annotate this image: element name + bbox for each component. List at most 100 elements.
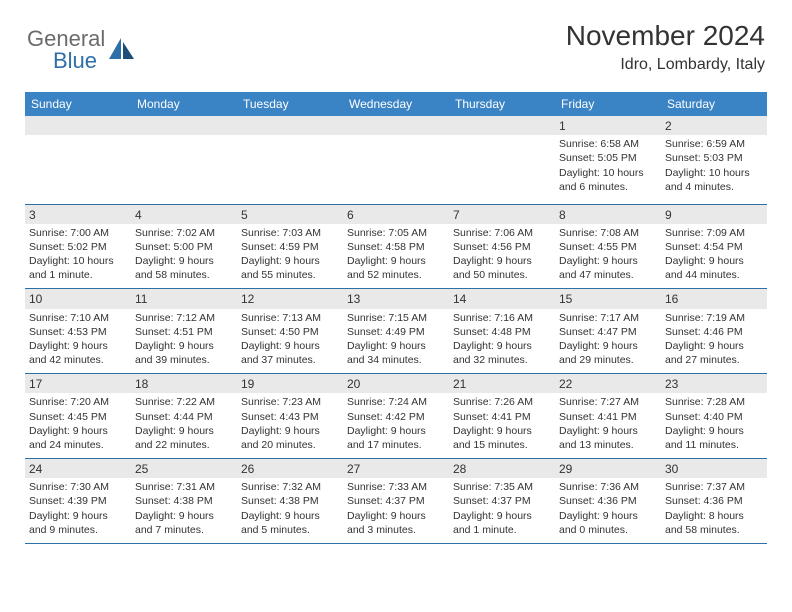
day-info-line: Daylight: 9 hours and 0 minutes. (559, 509, 657, 537)
day-info-line: Daylight: 9 hours and 15 minutes. (453, 424, 551, 452)
day-info-line: Sunrise: 6:58 AM (559, 137, 657, 151)
calendar-day: 29Sunrise: 7:36 AMSunset: 4:36 PMDayligh… (555, 459, 661, 544)
day-number: 9 (661, 205, 767, 224)
day-info-line: Sunset: 4:42 PM (347, 410, 445, 424)
day-number: 23 (661, 374, 767, 393)
day-header: Wednesday (343, 92, 449, 116)
calendar-day: 21Sunrise: 7:26 AMSunset: 4:41 PMDayligh… (449, 374, 555, 459)
day-info-line: Sunrise: 7:32 AM (241, 480, 339, 494)
day-info-line: Daylight: 9 hours and 17 minutes. (347, 424, 445, 452)
day-info-line: Sunrise: 7:08 AM (559, 226, 657, 240)
day-info-line: Sunset: 4:40 PM (665, 410, 763, 424)
day-info-line: Sunset: 4:38 PM (135, 494, 233, 508)
day-info-line: Sunset: 4:45 PM (29, 410, 127, 424)
logo-sail-icon (107, 35, 137, 65)
day-number: 18 (131, 374, 237, 393)
day-info-line: Daylight: 10 hours and 4 minutes. (665, 166, 763, 194)
calendar-day: 13Sunrise: 7:15 AMSunset: 4:49 PMDayligh… (343, 289, 449, 374)
day-info-line: Sunset: 5:05 PM (559, 151, 657, 165)
day-header: Thursday (449, 92, 555, 116)
calendar-week: 10Sunrise: 7:10 AMSunset: 4:53 PMDayligh… (25, 289, 767, 374)
calendar-day: 18 Sunrise: 7:22 AMSunset: 4:44 PMDayligh… (131, 374, 237, 459)
day-number: 1 (555, 116, 661, 135)
calendar-day (25, 116, 131, 204)
day-info-line: Daylight: 9 hours and 50 minutes. (453, 254, 551, 282)
day-info-line: Sunset: 4:54 PM (665, 240, 763, 254)
day-info-line: Sunrise: 7:06 AM (453, 226, 551, 240)
day-info-line: Daylight: 9 hours and 24 minutes. (29, 424, 127, 452)
day-number: 22 (555, 374, 661, 393)
day-info-line: Daylight: 9 hours and 1 minute. (453, 509, 551, 537)
day-info-line: Sunset: 4:41 PM (559, 410, 657, 424)
calendar-day: 25 Sunrise: 7:31 AMSunset: 4:38 PMDayligh… (131, 459, 237, 544)
day-info-line: Daylight: 10 hours and 6 minutes. (559, 166, 657, 194)
day-info-line: Daylight: 9 hours and 32 minutes. (453, 339, 551, 367)
calendar-day (131, 116, 237, 204)
day-number: 20 (343, 374, 449, 393)
calendar-day: 11Sunrise: 7:12 AMSunset: 4:51 PMDayligh… (131, 289, 237, 374)
day-info-line: Sunset: 4:46 PM (665, 325, 763, 339)
calendar-day: 27Sunrise: 7:33 AMSunset: 4:37 PMDayligh… (343, 459, 449, 544)
calendar-day: 26Sunrise: 7:32 AMSunset: 4:38 PMDayligh… (237, 459, 343, 544)
day-header: Monday (131, 92, 237, 116)
day-info-line: Sunrise: 7:27 AM (559, 395, 657, 409)
day-info-line: Daylight: 9 hours and 39 minutes. (135, 339, 233, 367)
calendar-day: 28Sunrise: 7:35 AMSunset: 4:37 PMDayligh… (449, 459, 555, 544)
day-info-line: Sunrise: 7:22 AM (135, 395, 233, 409)
day-number (25, 116, 131, 135)
day-info-line: Daylight: 9 hours and 22 minutes. (135, 424, 233, 452)
day-info-line: Daylight: 9 hours and 9 minutes. (29, 509, 127, 537)
month-title: November 2024 (566, 20, 765, 52)
day-info-line: Daylight: 9 hours and 34 minutes. (347, 339, 445, 367)
calendar-week: 1Sunrise: 6:58 AMSunset: 5:05 PMDaylight… (25, 116, 767, 204)
day-info-line: Sunset: 4:39 PM (29, 494, 127, 508)
calendar-day (237, 116, 343, 204)
day-number (449, 116, 555, 135)
day-number: 29 (555, 459, 661, 478)
day-info-line: Sunrise: 7:05 AM (347, 226, 445, 240)
day-info-line: Daylight: 9 hours and 3 minutes. (347, 509, 445, 537)
location: Idro, Lombardy, Italy (566, 56, 765, 74)
day-info-line: Sunset: 5:02 PM (29, 240, 127, 254)
day-info-line: Daylight: 9 hours and 37 minutes. (241, 339, 339, 367)
day-info-line: Sunset: 4:44 PM (135, 410, 233, 424)
day-info-line: Sunset: 4:59 PM (241, 240, 339, 254)
calendar-day: 22Sunrise: 7:27 AMSunset: 4:41 PMDayligh… (555, 374, 661, 459)
day-info-line: Sunset: 4:48 PM (453, 325, 551, 339)
day-info-line: Sunrise: 7:23 AM (241, 395, 339, 409)
day-number: 17 (25, 374, 131, 393)
calendar-day: 12Sunrise: 7:13 AMSunset: 4:50 PMDayligh… (237, 289, 343, 374)
day-info-line: Sunrise: 7:31 AM (135, 480, 233, 494)
calendar-day: 19Sunrise: 7:23 AMSunset: 4:43 PMDayligh… (237, 374, 343, 459)
day-number: 5 (237, 205, 343, 224)
day-number: 25 (131, 459, 237, 478)
day-info-line: Sunset: 4:53 PM (29, 325, 127, 339)
day-info-line: Sunset: 4:36 PM (665, 494, 763, 508)
calendar-day: 15Sunrise: 7:17 AMSunset: 4:47 PMDayligh… (555, 289, 661, 374)
day-number: 30 (661, 459, 767, 478)
calendar-day: 16Sunrise: 7:19 AMSunset: 4:46 PMDayligh… (661, 289, 767, 374)
day-info-line: Sunset: 5:00 PM (135, 240, 233, 254)
logo: General Blue (27, 26, 137, 74)
day-info-line: Daylight: 9 hours and 27 minutes. (665, 339, 763, 367)
day-info-line: Sunset: 4:50 PM (241, 325, 339, 339)
calendar-day: 14Sunrise: 7:16 AMSunset: 4:48 PMDayligh… (449, 289, 555, 374)
day-number: 15 (555, 289, 661, 308)
day-number: 13 (343, 289, 449, 308)
day-info-line: Sunrise: 7:12 AM (135, 311, 233, 325)
day-header: Friday (555, 92, 661, 116)
day-info-line: Daylight: 9 hours and 52 minutes. (347, 254, 445, 282)
day-number: 7 (449, 205, 555, 224)
day-number: 8 (555, 205, 661, 224)
calendar-week: 24Sunrise: 7:30 AMSunset: 4:39 PMDayligh… (25, 459, 767, 544)
day-info-line: Daylight: 9 hours and 55 minutes. (241, 254, 339, 282)
day-number (131, 116, 237, 135)
day-info-line: Sunrise: 7:30 AM (29, 480, 127, 494)
day-info-line: Sunrise: 7:15 AM (347, 311, 445, 325)
day-info-line: Sunset: 4:55 PM (559, 240, 657, 254)
day-info-line: Daylight: 9 hours and 7 minutes. (135, 509, 233, 537)
day-info-line: Sunset: 4:37 PM (453, 494, 551, 508)
day-info-line: Sunrise: 7:28 AM (665, 395, 763, 409)
day-info-line: Sunset: 4:37 PM (347, 494, 445, 508)
header: General Blue November 2024 Idro, Lombard… (25, 20, 767, 74)
